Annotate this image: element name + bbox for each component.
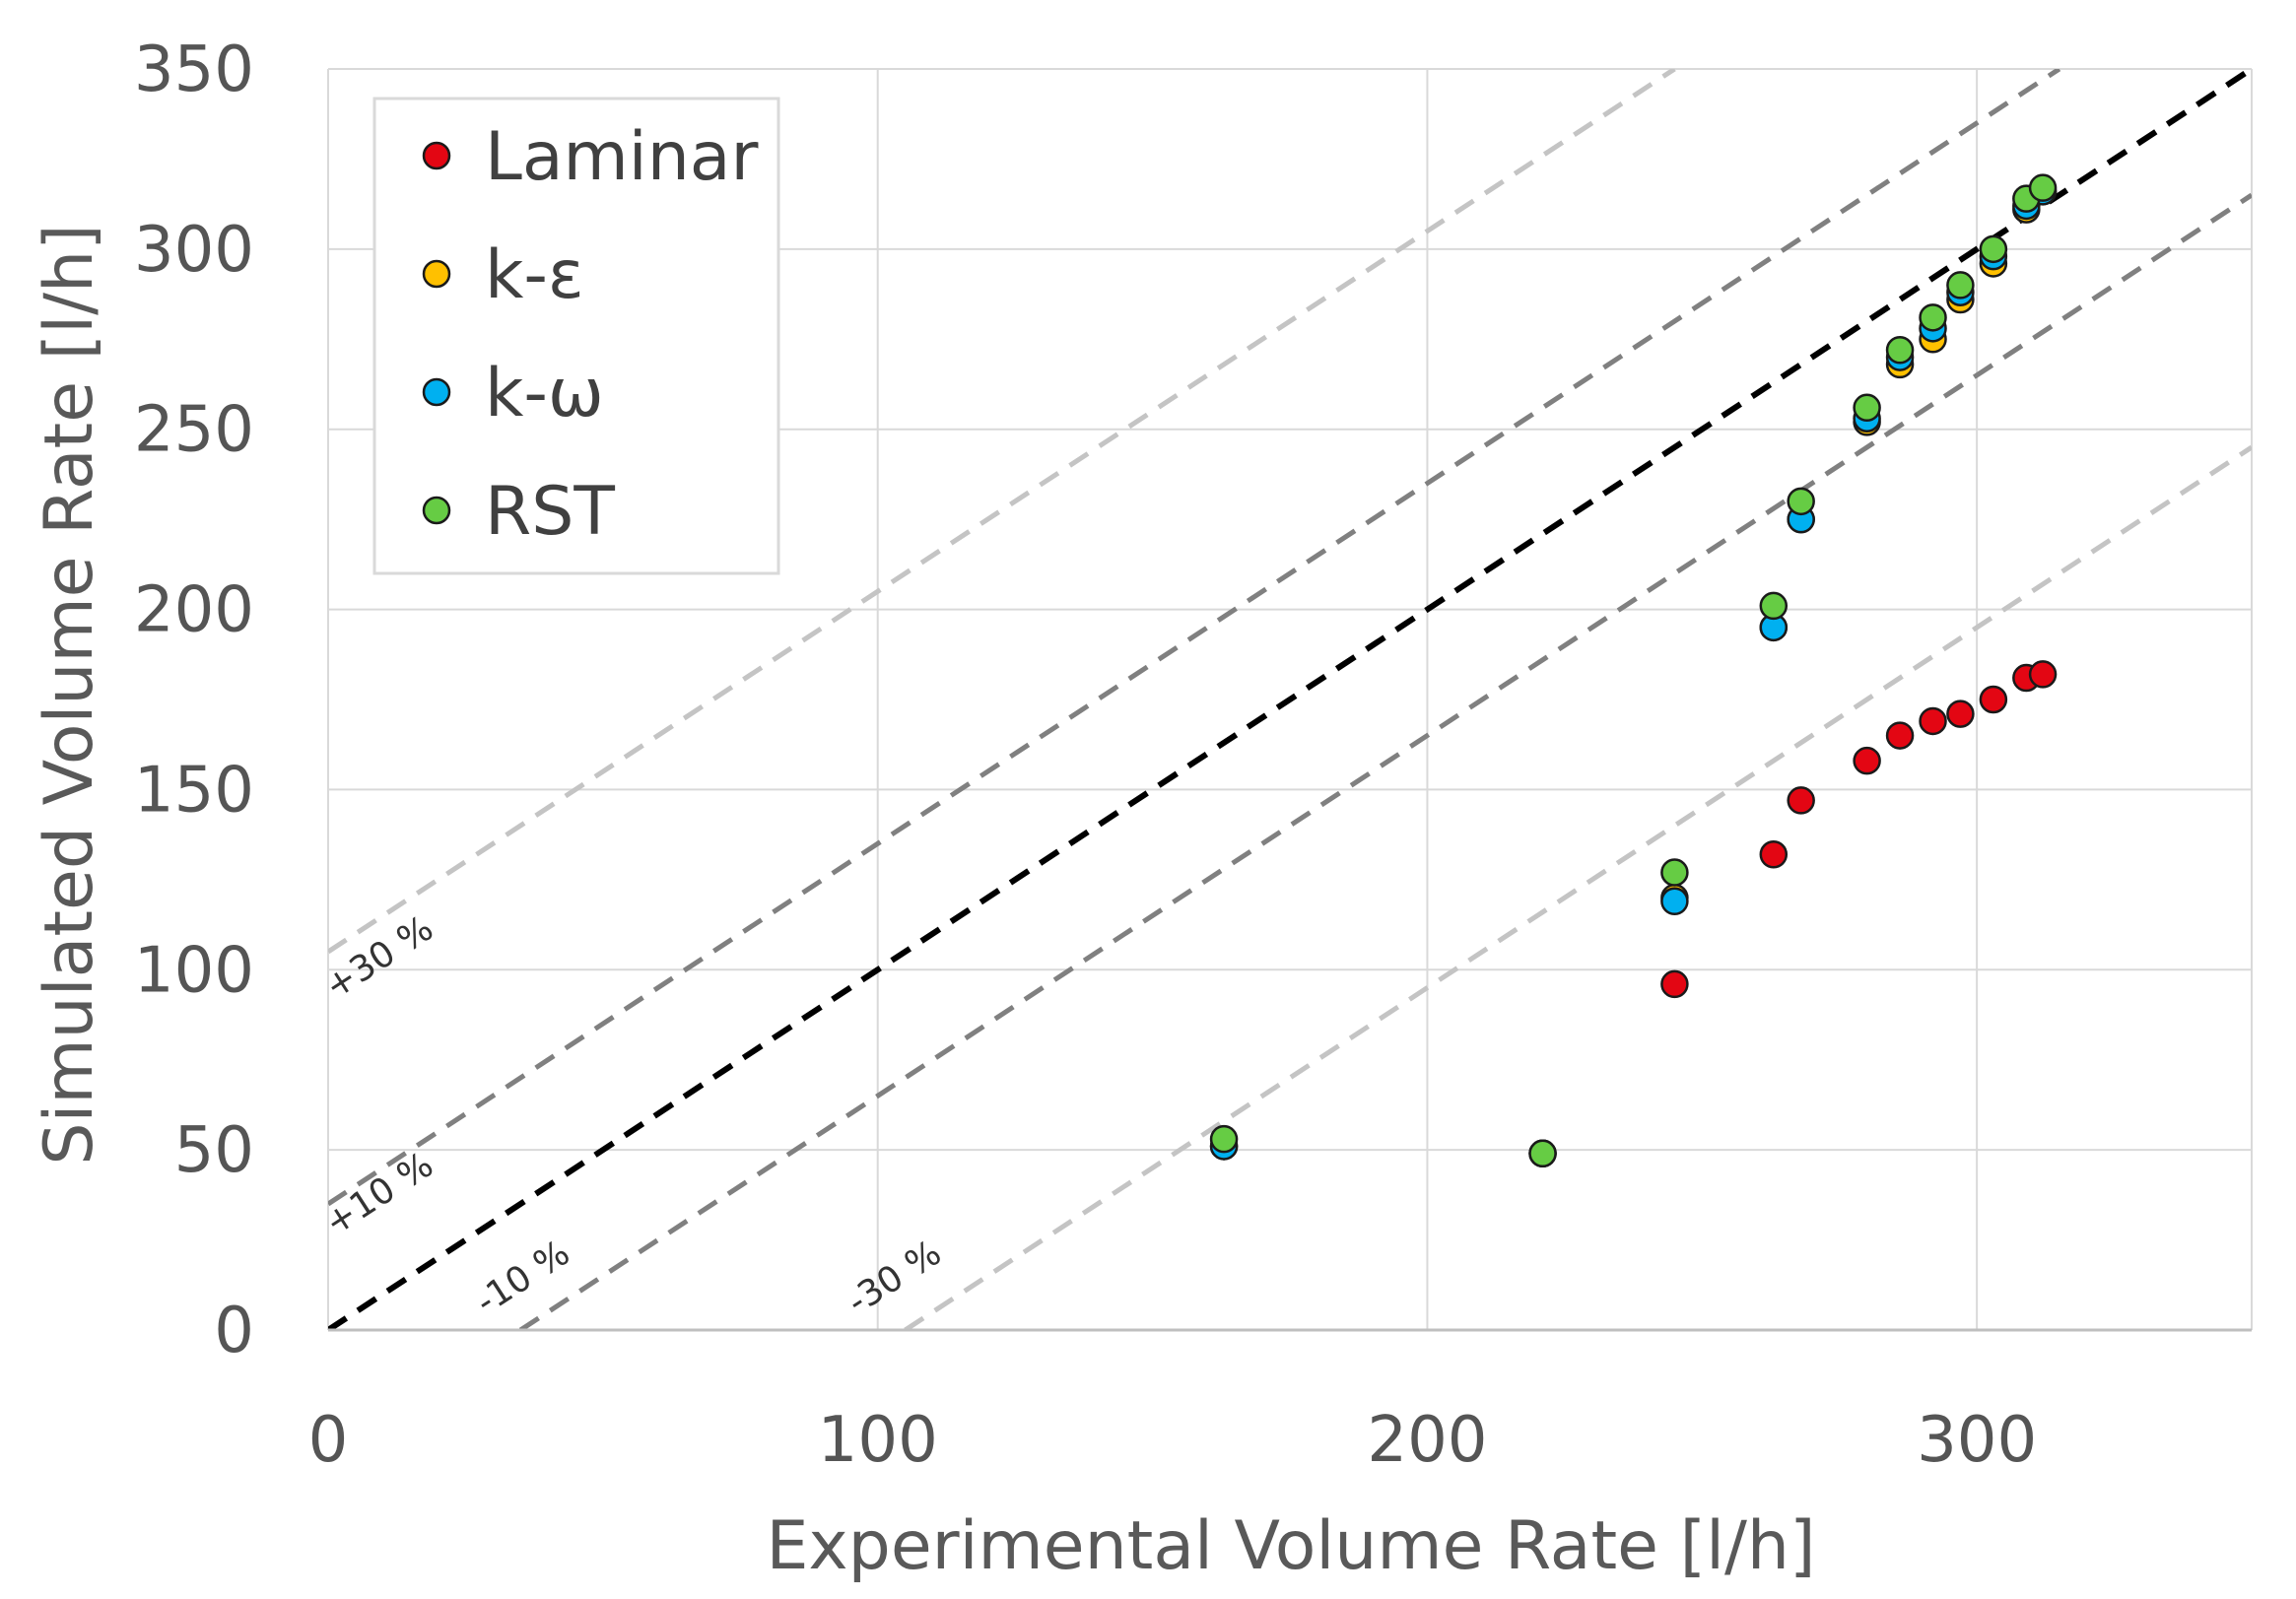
legend-marker — [422, 496, 451, 525]
data-point-laminar — [1660, 969, 1689, 999]
data-point-laminar — [1853, 746, 1881, 775]
y-tick-label: 0 — [214, 1295, 254, 1367]
data-point-rst — [2028, 173, 2058, 202]
x-tick-label: 300 — [1917, 1404, 2037, 1477]
y-tick-label: 250 — [134, 394, 254, 467]
reference-line — [328, 69, 2252, 1330]
legend-box — [372, 97, 780, 575]
reference-line-label: -10 % — [469, 1233, 577, 1322]
data-point-k- — [1660, 887, 1689, 916]
legend-marker — [422, 259, 451, 289]
legend-label: k-ω — [485, 355, 604, 433]
y-tick-label: 150 — [134, 754, 254, 827]
legend: Laminar k-ε k-ω RST — [372, 97, 780, 575]
y-tick-label: 350 — [134, 33, 254, 106]
x-tick-label: 200 — [1367, 1404, 1487, 1477]
data-point-rst — [1885, 336, 1915, 365]
y-tick-label: 100 — [134, 934, 254, 1007]
legend-label: k-ε — [485, 236, 584, 314]
data-point-laminar — [2028, 660, 2058, 689]
y-tick-label: 300 — [134, 214, 254, 287]
data-point-laminar — [1979, 685, 2008, 714]
reference-line-label: -30 % — [841, 1233, 949, 1322]
reference-line — [904, 444, 2252, 1330]
data-point-laminar — [1787, 786, 1815, 815]
y-tick-label: 50 — [174, 1114, 254, 1187]
data-point-rst — [1660, 858, 1689, 887]
reference-lines — [328, 69, 2252, 1330]
reference-line — [328, 69, 1676, 955]
data-point-rst — [1919, 303, 1947, 332]
y-tick-label: 200 — [134, 574, 254, 647]
data-point-laminar — [1885, 721, 1915, 750]
data-point-laminar — [1759, 840, 1789, 869]
legend-label: RST — [485, 473, 615, 551]
legend-marker — [422, 141, 451, 170]
data-point-laminar — [1946, 700, 1975, 728]
x-axis-title: Experimental Volume Rate [l/h] — [766, 1507, 1815, 1585]
data-point-rst — [1759, 591, 1789, 621]
data-point-rst — [1787, 487, 1815, 516]
data-point-rst — [1528, 1139, 1557, 1168]
data-point-laminar — [1919, 706, 1947, 736]
reference-line — [518, 192, 2252, 1330]
x-tick-label: 100 — [818, 1404, 938, 1477]
reference-line — [328, 69, 2061, 1207]
x-tick-label: 0 — [308, 1404, 349, 1477]
reference-line-label: +30 % — [318, 908, 440, 1008]
data-points — [1209, 173, 2058, 1168]
data-point-rst — [1946, 271, 1975, 300]
data-point-rst — [1979, 234, 2008, 264]
reference-line-label: +10 % — [318, 1145, 440, 1244]
legend-label: Laminar — [485, 118, 758, 196]
tick-labels: 0 50 100 150 200 250 300 350 0 100 200 300 — [134, 33, 2037, 1477]
legend-marker — [422, 377, 451, 407]
data-point-rst — [1209, 1124, 1239, 1154]
y-axis-title: Simulated Volume Rate [l/h] — [31, 224, 108, 1165]
data-point-rst — [1853, 393, 1881, 423]
